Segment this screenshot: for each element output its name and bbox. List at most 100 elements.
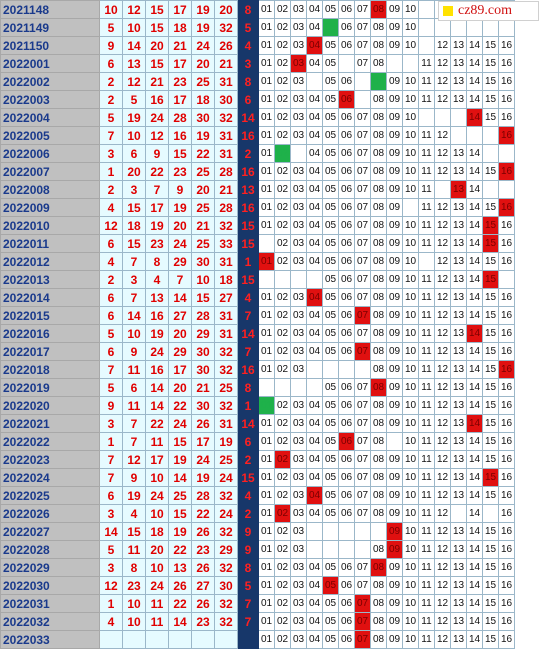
blue-number-cell: 12 [434, 342, 451, 361]
blue-number-cell: 12 [434, 252, 451, 271]
trend-table-body: 2021148 10 12 15 17 19 20 8 01 02 03 04 05 06 07 08 09 10… [0, 0, 515, 649]
blue-number-cell: 02 [274, 396, 291, 415]
red-ball-number: 24 [214, 504, 238, 523]
blue-number-cell: 04 [306, 324, 323, 343]
red-ball-number: 15 [191, 288, 215, 307]
blue-number-cell: 05 [322, 504, 339, 523]
blue-number-cell: 14 [466, 72, 483, 91]
blue-number-cell: 13 [450, 450, 467, 469]
blue-number-cell: 02 [274, 576, 291, 595]
red-ball-number: 23 [168, 162, 192, 181]
blue-number-cell: 09 [386, 90, 403, 109]
red-ball-number: 24 [145, 486, 169, 505]
blue-number-cell: 05 [322, 108, 339, 127]
site-logo[interactable]: cz89.com [438, 1, 539, 21]
blue-ball-number: 8 [237, 0, 259, 19]
empty-cell [482, 144, 499, 163]
blue-number-cell: 10 [402, 378, 419, 397]
blue-number-cell: 11 [418, 90, 435, 109]
blue-number-cell: 03 [290, 234, 307, 253]
red-ball-number: 2 [99, 90, 123, 109]
blue-number-cell: 13 [450, 414, 467, 433]
issue-number: 2022011 [0, 234, 100, 253]
red-ball-number: 22 [168, 594, 192, 613]
red-ball-number: 32 [214, 360, 238, 379]
blue-number-cell: 03 [290, 558, 307, 577]
blue-number-cell: 12 [434, 522, 451, 541]
blue-number-cell: 11 [418, 576, 435, 595]
table-row: 2022002 2 12 21 23 25 31 8 01 02 03 05 06 08 09 10 11 12 1… [0, 72, 515, 91]
red-ball-number: 14 [122, 36, 146, 55]
red-ball-number: 20 [168, 378, 192, 397]
blue-number-cell: 09 [386, 36, 403, 55]
red-ball-number: 20 [145, 36, 169, 55]
red-ball-number: 20 [214, 0, 238, 19]
issue-number: 2022026 [0, 504, 100, 523]
red-ball-number: 30 [191, 360, 215, 379]
empty-cell [498, 180, 515, 199]
blue-number-cell: 03 [290, 36, 307, 55]
blue-number-cell: 14 [466, 396, 483, 415]
blue-number-cell: 01 [258, 180, 275, 199]
red-ball-number: 10 [122, 126, 146, 145]
blue-hit-cell: 16 [498, 198, 515, 217]
red-ball-number: 29 [168, 342, 192, 361]
red-ball-number: 16 [168, 126, 192, 145]
blue-ball-number: 9 [237, 540, 259, 559]
blue-number-cell: 09 [386, 216, 403, 235]
blue-number-cell: 04 [306, 468, 323, 487]
blue-number-cell: 04 [306, 0, 323, 19]
blue-number-cell: 07 [354, 486, 371, 505]
red-ball-number: 32 [214, 594, 238, 613]
empty-cell [418, 18, 435, 37]
blue-number-cell: 05 [322, 594, 339, 613]
red-ball-number: 32 [214, 216, 238, 235]
issue-number: 2022009 [0, 198, 100, 217]
blue-number-cell: 14 [466, 630, 483, 649]
blue-number-cell: 09 [386, 594, 403, 613]
blue-number-cell: 12 [434, 270, 451, 289]
red-ball-number: 31 [214, 306, 238, 325]
blue-number-cell: 13 [450, 324, 467, 343]
red-ball-number: 9 [122, 342, 146, 361]
blue-number-cell: 08 [370, 414, 387, 433]
empty-cell [354, 540, 371, 559]
blue-number-cell: 05 [322, 252, 339, 271]
blue-hit-cell: 14 [466, 324, 483, 343]
blue-number-cell: 08 [370, 54, 387, 73]
red-ball-number: 4 [145, 270, 169, 289]
blue-hit-cell: 15 [482, 270, 499, 289]
blue-number-cell: 06 [338, 198, 355, 217]
red-ball-number: 31 [214, 126, 238, 145]
issue-number: 2022016 [0, 324, 100, 343]
blue-number-cell: 03 [290, 576, 307, 595]
blue-number-cell: 09 [386, 306, 403, 325]
blue-number-cell: 09 [386, 486, 403, 505]
empty-cell [498, 144, 515, 163]
blue-number-cell: 11 [418, 72, 435, 91]
red-ball-number [214, 630, 238, 649]
blue-number-cell: 02 [274, 540, 291, 559]
issue-number: 2022027 [0, 522, 100, 541]
blue-ball-number: 9 [237, 522, 259, 541]
table-row: 2022003 2 5 16 17 18 30 6 01 02 03 04 05 06 08 09 10 11 12… [0, 90, 515, 109]
blue-number-cell: 15 [482, 612, 499, 631]
table-row: 2022019 5 6 14 20 21 25 8 05 06 07 08 09 10 11 12 13 14 15… [0, 378, 515, 397]
red-ball-number: 10 [122, 612, 146, 631]
blue-number-cell: 16 [498, 216, 515, 235]
red-ball-number: 2 [99, 270, 123, 289]
red-ball-number: 24 [145, 342, 169, 361]
red-ball-number: 15 [168, 144, 192, 163]
blue-number-cell: 07 [354, 558, 371, 577]
blue-number-cell: 15 [482, 54, 499, 73]
blue-number-cell: 11 [418, 198, 435, 217]
blue-number-cell: 16 [498, 558, 515, 577]
red-ball-number: 26 [168, 576, 192, 595]
empty-cell [274, 378, 291, 397]
blue-number-cell: 08 [370, 252, 387, 271]
blue-ball-number: 15 [237, 234, 259, 253]
blue-number-cell: 11 [418, 342, 435, 361]
red-ball-number: 8 [122, 558, 146, 577]
red-ball-number: 28 [168, 108, 192, 127]
